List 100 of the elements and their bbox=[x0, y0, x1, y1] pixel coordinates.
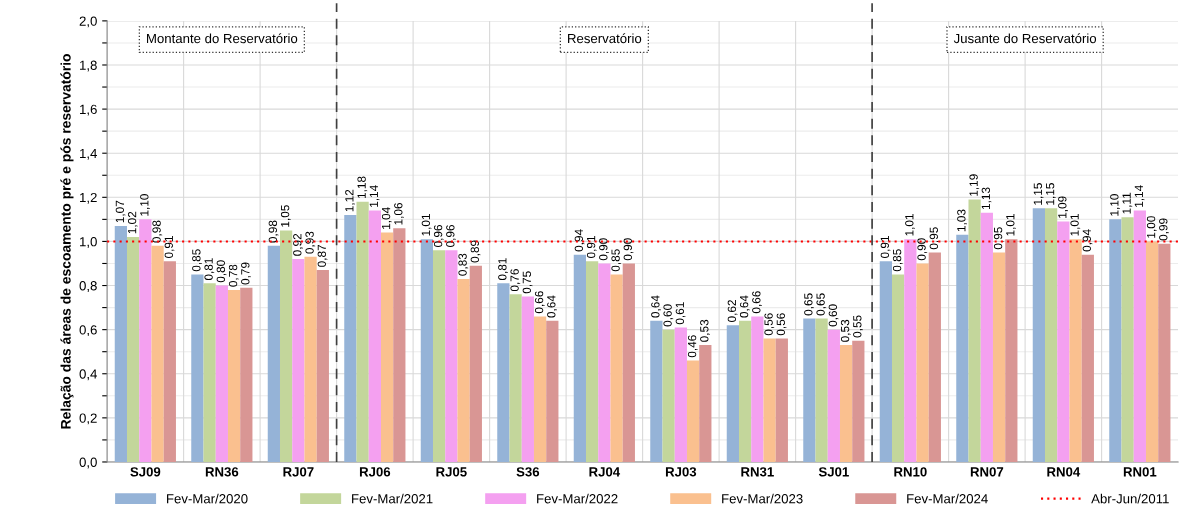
data-label: 1,18 bbox=[357, 176, 368, 199]
bar bbox=[686, 360, 700, 462]
data-label: 1,14 bbox=[369, 185, 380, 207]
data-label: 0,95 bbox=[993, 227, 1004, 250]
data-label: 0,56 bbox=[776, 313, 787, 336]
data-label: 0,65 bbox=[804, 293, 814, 316]
y-tick-label: 1,2 bbox=[80, 192, 97, 204]
bar bbox=[980, 212, 993, 462]
bar bbox=[445, 250, 458, 462]
x-tick-label: SJ01 bbox=[818, 467, 849, 477]
bar bbox=[393, 228, 406, 462]
y-tick-label: 0,0 bbox=[79, 457, 97, 469]
data-label: 0,53 bbox=[840, 319, 851, 342]
bar bbox=[699, 345, 712, 462]
data-label: 0,96 bbox=[446, 225, 456, 248]
y-tick-label: 1,0 bbox=[80, 236, 97, 248]
data-label: 0,90 bbox=[599, 238, 609, 261]
x-tick-label: RN10 bbox=[894, 467, 927, 477]
data-label: 0,89 bbox=[470, 240, 481, 263]
data-label: 1,11 bbox=[1122, 192, 1133, 214]
data-label: 0,90 bbox=[623, 238, 634, 261]
data-label: 0,66 bbox=[752, 291, 762, 314]
annotation: Reservatório bbox=[568, 33, 642, 44]
bar bbox=[469, 265, 482, 462]
bar bbox=[1057, 221, 1070, 462]
data-label: 1,15 bbox=[1033, 183, 1044, 205]
y-tick-label: 1,6 bbox=[80, 104, 97, 116]
bar bbox=[1069, 239, 1082, 462]
legend-label: Fev-Mar/2023 bbox=[722, 493, 803, 504]
bar bbox=[1081, 254, 1094, 462]
bar bbox=[191, 274, 204, 462]
data-label: 1,01 bbox=[1070, 214, 1081, 236]
data-label: 1,04 bbox=[381, 207, 392, 229]
bar bbox=[432, 250, 446, 462]
bar bbox=[203, 283, 216, 462]
data-label: 0,94 bbox=[574, 229, 585, 252]
data-label: 1,01 bbox=[905, 214, 915, 236]
bar bbox=[215, 285, 228, 462]
bar bbox=[420, 239, 433, 462]
annotation: Jusante do Reservatório bbox=[953, 33, 1097, 44]
bar bbox=[1032, 208, 1045, 462]
data-label: 1,05 bbox=[280, 205, 291, 227]
data-label: 1,03 bbox=[957, 209, 967, 232]
bar bbox=[368, 210, 381, 462]
y-tick-label: 1,4 bbox=[80, 148, 97, 160]
bar bbox=[610, 274, 623, 462]
bar bbox=[126, 237, 140, 462]
data-label: 1,01 bbox=[421, 214, 432, 236]
bar bbox=[163, 261, 176, 462]
data-label: 0,85 bbox=[892, 249, 903, 272]
bar bbox=[763, 338, 776, 462]
y-axis-title: Relação das áreas de escoamento pré e pós reservatório bbox=[60, 53, 74, 429]
bar bbox=[521, 296, 534, 462]
bar bbox=[227, 289, 241, 462]
bar bbox=[928, 252, 941, 462]
data-label: 0,83 bbox=[458, 253, 469, 276]
data-label: 0,87 bbox=[317, 244, 328, 267]
data-label: 0,91 bbox=[880, 236, 891, 259]
data-label: 0,60 bbox=[663, 304, 674, 327]
legend-label: Fev-Mar/2022 bbox=[537, 493, 618, 504]
x-tick-label: RN36 bbox=[205, 467, 239, 477]
data-label: 0,92 bbox=[293, 233, 303, 256]
bar bbox=[1145, 241, 1159, 462]
data-label: 0,53 bbox=[700, 319, 710, 342]
bar bbox=[304, 256, 317, 462]
data-label: 0,61 bbox=[675, 302, 686, 325]
data-label: 0,91 bbox=[164, 236, 175, 259]
bar bbox=[114, 225, 127, 462]
bar bbox=[956, 234, 969, 462]
data-label: 1,02 bbox=[127, 211, 138, 234]
data-label: 1,06 bbox=[394, 202, 404, 225]
y-tick-label: 0,8 bbox=[79, 281, 97, 292]
data-label: 0,96 bbox=[433, 225, 444, 248]
x-tick-label: RJ07 bbox=[283, 467, 314, 477]
data-label: 1,14 bbox=[1134, 185, 1145, 207]
y-tick-label: 0,2 bbox=[79, 413, 97, 425]
data-label: 0,76 bbox=[510, 269, 521, 292]
bar bbox=[891, 274, 905, 462]
x-tick-label: RJ05 bbox=[436, 467, 467, 477]
bar bbox=[292, 259, 305, 462]
bar bbox=[380, 232, 394, 462]
data-label: 1,12 bbox=[345, 189, 355, 212]
data-label: 0,79 bbox=[241, 262, 251, 285]
bar bbox=[573, 254, 586, 462]
data-label: 0,46 bbox=[687, 335, 698, 358]
bar bbox=[751, 316, 764, 462]
bar bbox=[240, 287, 253, 462]
bar bbox=[992, 252, 1006, 462]
data-label: 0,94 bbox=[1082, 229, 1093, 252]
data-label: 1,07 bbox=[115, 200, 126, 223]
bar bbox=[356, 201, 369, 462]
data-label: 0,66 bbox=[534, 291, 545, 314]
data-label: 0,95 bbox=[929, 227, 940, 250]
data-label: 1,15 bbox=[1046, 183, 1056, 205]
data-label: 0,80 bbox=[216, 260, 227, 283]
data-label: 0,64 bbox=[651, 295, 661, 318]
data-label: 0,78 bbox=[228, 264, 239, 287]
x-tick-label: SJ09 bbox=[130, 467, 161, 477]
bar bbox=[622, 263, 635, 462]
bar bbox=[1133, 210, 1146, 462]
